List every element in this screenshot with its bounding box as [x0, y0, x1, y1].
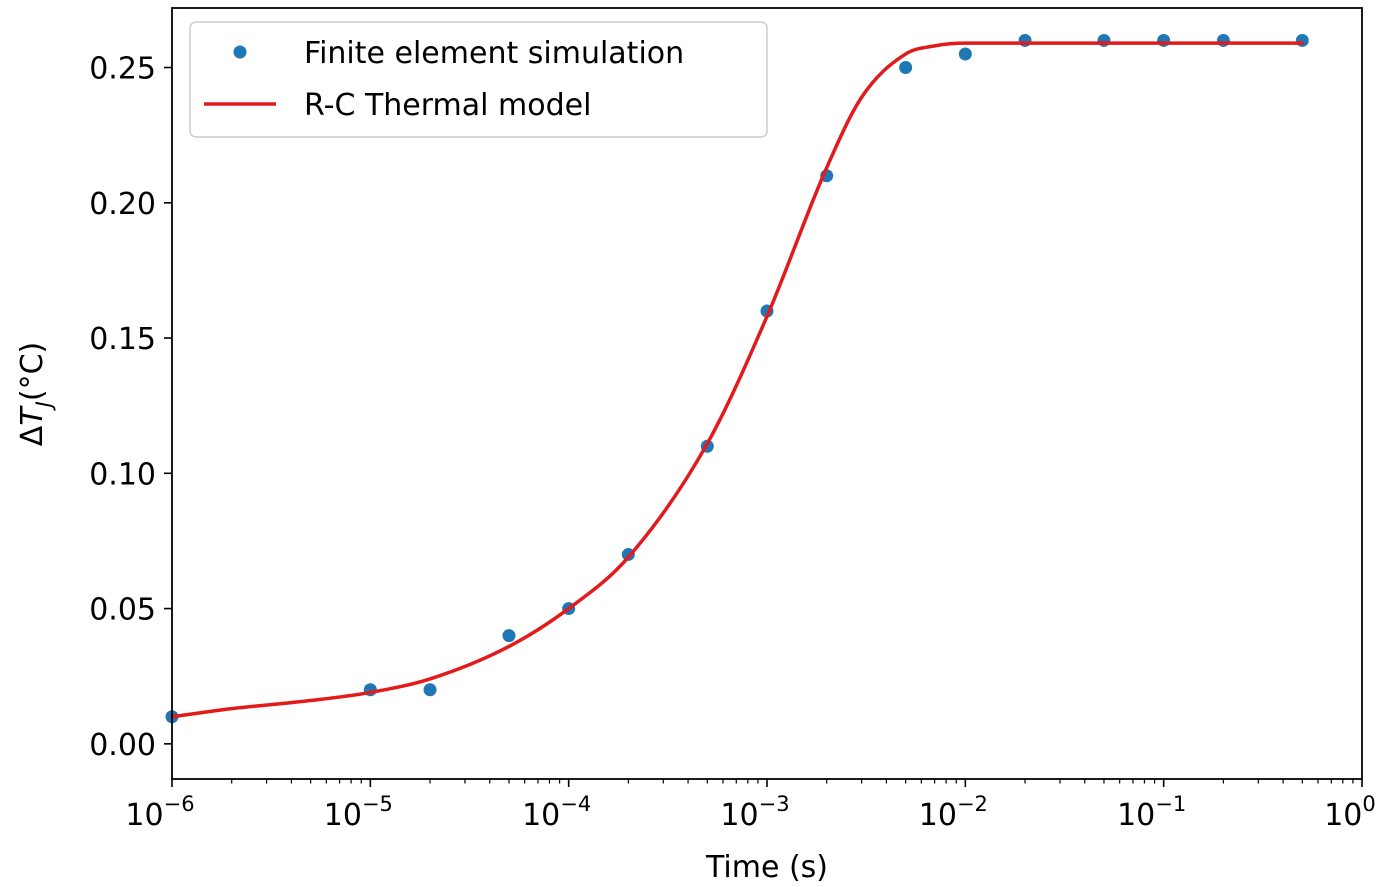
y-tick-label: 0.15 [89, 322, 156, 357]
y-axis-label-delta: Δ [15, 425, 50, 446]
y-tick-label: 0.25 [89, 52, 156, 87]
x-axis-label: Time (s) [705, 850, 828, 885]
x-tick-label-base: 10 [522, 798, 560, 833]
x-tick-label-exponent: −6 [164, 792, 195, 816]
x-tick-label-base: 10 [1117, 798, 1155, 833]
x-tick-label-exponent: −5 [362, 792, 393, 816]
x-tick-label: 10−5 [324, 792, 393, 833]
x-tick-label-exponent: −2 [957, 792, 988, 816]
y-tick-label: 0.05 [89, 593, 156, 628]
legend-marker-fem [233, 45, 247, 59]
rc-thermal-model-line [170, 41, 1305, 719]
x-tick-label-base: 10 [720, 798, 758, 833]
x-tick-label-base: 10 [919, 798, 957, 833]
x-tick-label: 10−6 [125, 792, 194, 833]
x-tick-label: 100 [1324, 792, 1376, 833]
y-axis-label: ΔTJ(°C) [15, 342, 56, 446]
x-tick-label-base: 10 [324, 798, 362, 833]
fem-data-point [958, 47, 972, 61]
legend-label-rc: R-C Thermal model [304, 88, 591, 123]
legend-label-fem: Finite element simulation [304, 36, 684, 71]
y-axis-label-variable: T [15, 405, 50, 426]
series-layer [165, 33, 1309, 724]
fem-data-point [1157, 33, 1171, 47]
x-tick-label-exponent: 0 [1362, 792, 1375, 816]
fem-data-point [423, 683, 437, 697]
x-tick-label-base: 10 [125, 798, 163, 833]
x-tick-label-exponent: −4 [560, 792, 591, 816]
x-tick-label: 10−3 [720, 792, 789, 833]
y-axis-label-subscript: J [32, 401, 56, 411]
fem-data-point [1216, 33, 1230, 47]
y-tick-label: 0.00 [89, 728, 156, 763]
y-axis-label-unit: (°C) [15, 342, 50, 401]
fem-data-point [1295, 33, 1309, 47]
fem-data-point [1097, 33, 1111, 47]
x-tick-label-base: 10 [1324, 798, 1362, 833]
x-tick-label: 10−2 [919, 792, 988, 833]
x-tick-label-exponent: −1 [1155, 792, 1186, 816]
fem-data-point [502, 629, 516, 643]
fem-data-point [1018, 33, 1032, 47]
y-tick-label: 0.20 [89, 187, 156, 222]
legend-box [189, 21, 768, 138]
x-tick-label-exponent: −3 [759, 792, 790, 816]
y-tick-label: 0.10 [89, 457, 156, 492]
fem-data-point [899, 61, 913, 75]
x-tick-label: 10−1 [1117, 792, 1186, 833]
legend: Finite element simulation R-C Thermal mo… [189, 21, 768, 138]
x-tick-label: 10−4 [522, 792, 591, 833]
